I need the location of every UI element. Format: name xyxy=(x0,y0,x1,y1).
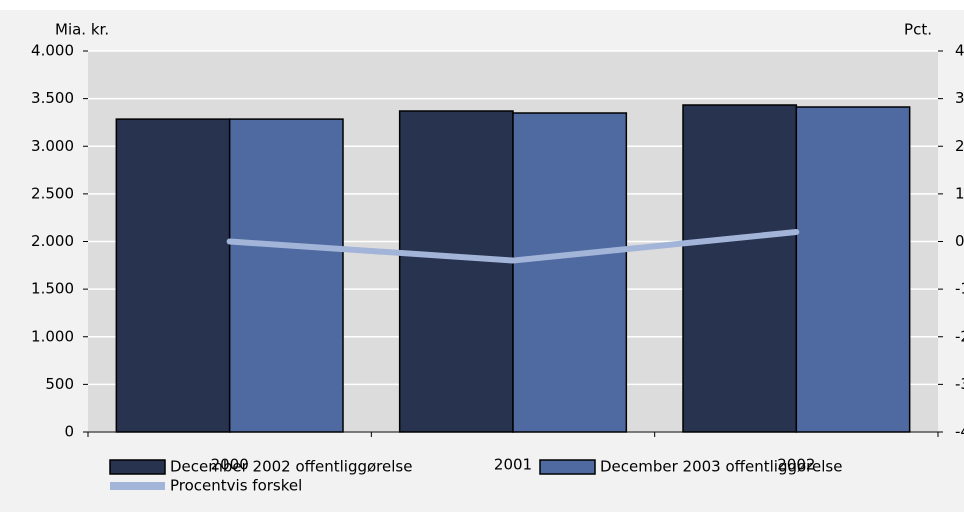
bar xyxy=(795,106,911,433)
y2-tick-label: -2 xyxy=(955,327,964,345)
y2-tick-label: 4 xyxy=(955,42,964,60)
y-tick-label: 3.500 xyxy=(31,89,74,107)
y-tick-label: 500 xyxy=(45,375,74,393)
y-tick-label: 2.000 xyxy=(31,232,74,250)
x-tick-label: 2001 xyxy=(494,456,532,474)
y-tick-label: 4.000 xyxy=(31,42,74,60)
line xyxy=(226,228,800,264)
y2-tick-label: -3 xyxy=(955,375,964,393)
bar xyxy=(682,104,798,433)
y-tick-label: 3.000 xyxy=(31,137,74,155)
y-tick-label: 1.000 xyxy=(31,327,74,345)
legend-swatch xyxy=(109,459,166,475)
legend-swatch xyxy=(539,459,596,475)
bar xyxy=(512,112,628,433)
y2-tick-label: 0 xyxy=(955,232,964,250)
bar xyxy=(398,110,514,433)
legend-label: Procentvis forskel xyxy=(170,477,302,495)
y2-tick-label: 2 xyxy=(955,137,964,155)
y2-axis-label: Pct. xyxy=(904,21,932,39)
x-tick-label: 2000 xyxy=(211,456,249,474)
legend-swatch xyxy=(110,482,165,490)
y-axis-label: Mia. kr. xyxy=(55,21,109,39)
x-tick-label: 2002 xyxy=(777,456,815,474)
legend-label: December 2003 offentliggørelse xyxy=(600,458,842,476)
y-tick-label: 0 xyxy=(64,423,74,441)
legend-label: December 2002 offentliggørelse xyxy=(170,458,412,476)
y2-tick-label: 3 xyxy=(955,89,964,107)
y-tick-label: 1.500 xyxy=(31,280,74,298)
bar xyxy=(228,118,344,433)
y-tick-label: 2.500 xyxy=(31,184,74,202)
bar xyxy=(115,118,231,433)
y2-tick-label: -1 xyxy=(955,280,964,298)
y2-tick-label: -4 xyxy=(955,423,964,441)
y2-tick-label: 1 xyxy=(955,184,964,202)
